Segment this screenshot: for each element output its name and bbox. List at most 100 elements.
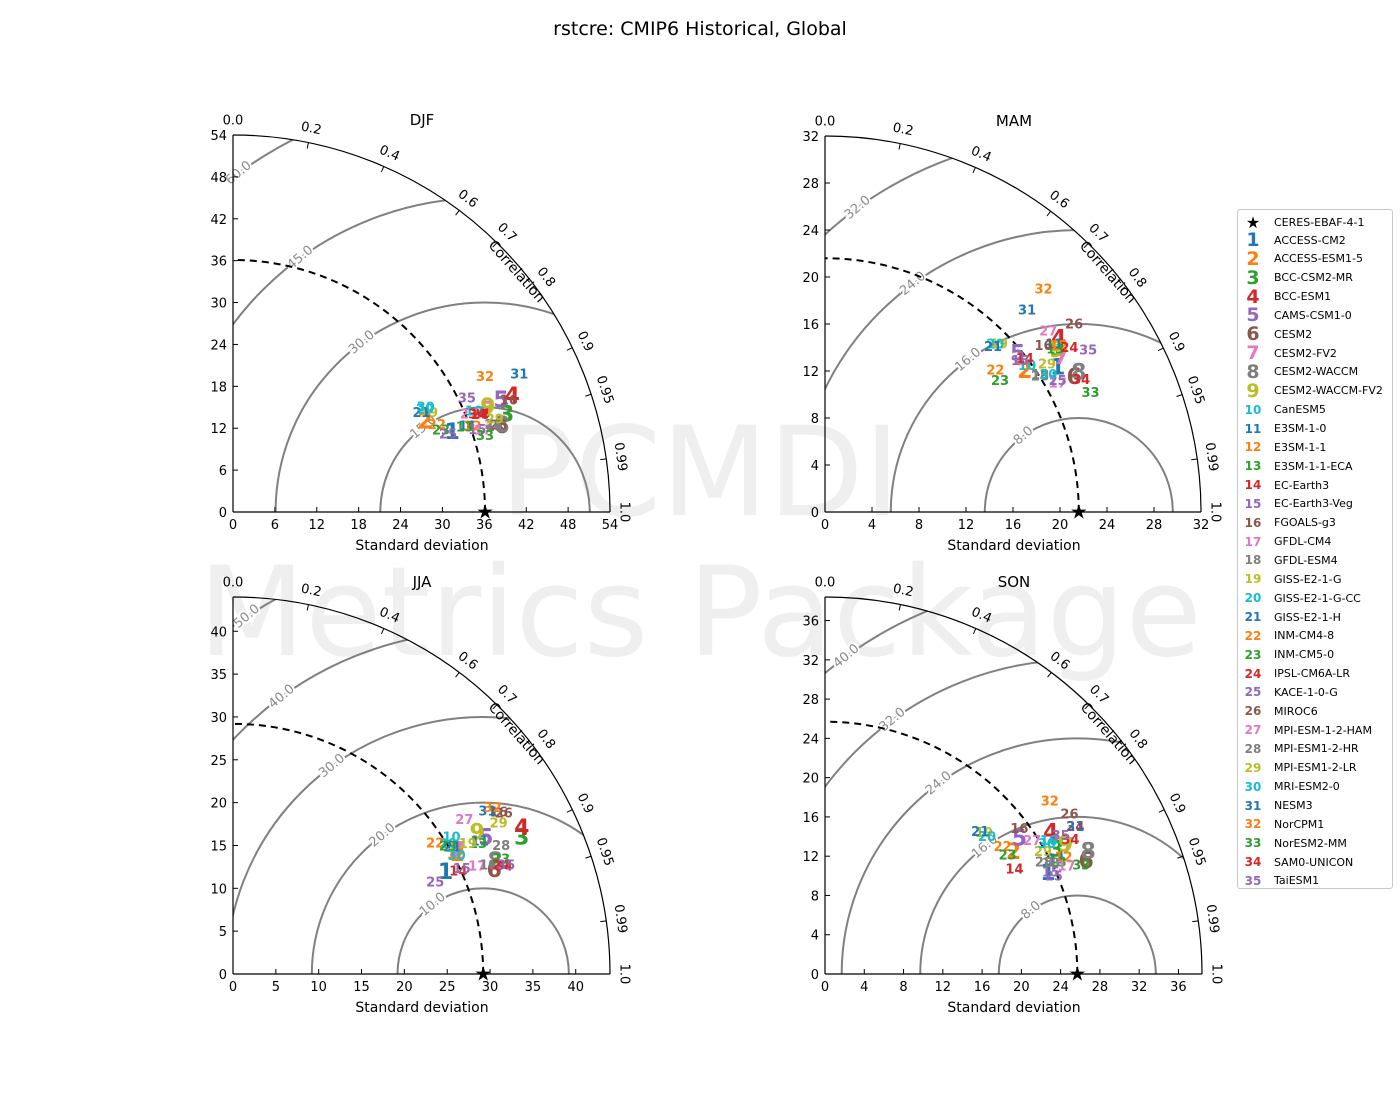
correlation-tick-label: 0.95: [593, 836, 616, 868]
x-tick-label: 24: [392, 518, 409, 533]
model-marker: 30: [417, 400, 435, 415]
legend-item: 11 E3SM-1-0: [1238, 420, 1327, 438]
y-tick-label: 48: [210, 171, 227, 186]
legend-label: MIROC6: [1274, 704, 1318, 718]
correlation-tick-label: 0.9: [574, 329, 597, 354]
model-marker: 5: [1012, 826, 1027, 851]
rms-label: 24.0: [897, 269, 929, 299]
y-tick-label: 30: [210, 711, 227, 726]
x-tick-label: 30: [482, 980, 499, 995]
legend-item: 2 ACCESS-ESM1-5: [1238, 247, 1363, 270]
legend-label: CAMS-CSM1-0: [1274, 308, 1352, 322]
legend-label: E3SM-1-1-ECA: [1274, 459, 1353, 473]
model-marker: 4: [505, 384, 520, 409]
x-tick-label: 5: [272, 980, 280, 995]
model-marker: 16: [1010, 822, 1028, 837]
model-marker: 2: [450, 842, 465, 867]
figure-title: rstcre: CMIP6 Historical, Global: [553, 18, 847, 40]
model-marker: 11: [459, 419, 477, 434]
legend-marker: 32: [1244, 817, 1262, 832]
legend: ★ CERES-EBAF-4-1 1 ACCESS-CM2 2 ACCESS-ESM1…: [1237, 209, 1393, 889]
model-marker: 35: [458, 391, 476, 406]
y-tick-label: 32: [802, 130, 819, 145]
correlation-tick-label: 0.0: [223, 114, 244, 129]
y-tick-label: 6: [219, 464, 227, 479]
model-marker: 31: [510, 368, 528, 383]
x-axis-label: Standard deviation: [947, 1000, 1080, 1016]
y-tick-label: 18: [210, 380, 227, 395]
model-marker: 5: [493, 388, 508, 413]
correlation-arc: [232, 596, 611, 975]
model-marker: 11: [471, 835, 489, 850]
legend-marker: 31: [1244, 798, 1262, 813]
model-marker: 31: [1018, 304, 1036, 319]
legend-marker: 28: [1244, 741, 1262, 756]
legend-item: 8 CESM2-WACCM: [1238, 361, 1359, 383]
legend-marker: 13: [1244, 459, 1262, 474]
legend-label: GISS-E2-1-G-CC: [1274, 591, 1361, 605]
model-marker: 9: [1049, 338, 1064, 363]
legend-item: 19 GISS-E2-1-G: [1238, 570, 1342, 588]
model-marker: 5: [478, 826, 493, 851]
correlation-tick-label: 0.2: [300, 581, 323, 600]
model-marker: 6: [487, 858, 502, 883]
legend-label: CESM2-WACCM-FV2: [1274, 384, 1383, 398]
model-marker: 26: [1065, 318, 1083, 333]
x-tick-label: 0: [821, 980, 829, 995]
model-marker: 14: [470, 408, 488, 423]
legend-label: NESM3: [1274, 799, 1313, 812]
legend-marker: 4: [1246, 285, 1260, 308]
reference-std-arc: [824, 257, 1080, 513]
legend-label: MRI-ESM2-0: [1274, 780, 1340, 794]
legend-marker: 16: [1244, 515, 1262, 530]
legend-marker: 35: [1244, 873, 1262, 888]
x-tick-label: 12: [935, 980, 952, 995]
model-marker: 21: [412, 406, 430, 421]
model-marker: 27: [460, 407, 478, 422]
x-tick-label: 36: [1170, 980, 1187, 995]
correlation-tick-label: 0.99: [1202, 442, 1221, 473]
model-marker: 31: [478, 805, 496, 820]
model-marker: 24: [472, 407, 490, 422]
model-marker: 8: [1080, 839, 1095, 864]
legend-label: CERES-EBAF-4-1: [1274, 215, 1365, 229]
legend-item: 29 MPI-ESM1-2-LR: [1238, 759, 1357, 777]
y-tick-label: 24: [802, 224, 819, 239]
legend-item-reference: ★ CERES-EBAF-4-1: [1238, 213, 1365, 232]
legend-label: CESM2-WACCM: [1274, 365, 1359, 379]
legend-item: 14 EC-Earth3: [1238, 476, 1329, 494]
x-tick-label: 30: [434, 518, 451, 533]
legend-marker: 24: [1244, 666, 1262, 681]
legend-item: 34 SAM0-UNICON: [1238, 853, 1354, 871]
model-marker: 1: [1040, 861, 1055, 886]
x-tick-label: 8: [915, 518, 923, 533]
x-tick-label: 18: [350, 518, 367, 533]
correlation-tick-label: 0.2: [300, 119, 323, 138]
model-marker: 6: [494, 414, 509, 439]
reference-std-arc: [232, 258, 487, 513]
model-marker: 30: [1039, 368, 1057, 383]
legend-marker: 2: [1246, 247, 1260, 270]
model-marker: 20: [416, 403, 434, 418]
watermark: PCMDI Metrics Package: [198, 401, 1202, 685]
correlation-tick-label: 0.0: [223, 576, 244, 591]
legend-label: NorCPM1: [1274, 817, 1325, 831]
rms-label: 32.0: [842, 193, 874, 223]
model-marker: 29: [1038, 358, 1056, 373]
model-marker: 24: [1066, 820, 1084, 835]
legend-label: NorESM2-MM: [1274, 836, 1347, 850]
rms-label: 30.0: [346, 328, 378, 358]
model-marker: 11: [1048, 853, 1066, 868]
legend-label: SAM0-UNICON: [1274, 855, 1354, 869]
legend-marker: 30: [1244, 779, 1262, 794]
legend-label: GFDL-ESM4: [1274, 553, 1338, 567]
correlation-tick-label: 0.2: [892, 581, 915, 600]
x-tick-label: 40: [567, 980, 584, 995]
reference-std-arc: [232, 722, 485, 975]
legend-label: EC-Earth3: [1274, 478, 1330, 492]
model-marker: 3: [499, 403, 514, 428]
x-tick-label: 12: [309, 518, 326, 533]
model-marker: 13: [1046, 342, 1064, 357]
model-marker: 12: [1050, 339, 1068, 354]
y-tick-label: 8: [811, 412, 819, 427]
